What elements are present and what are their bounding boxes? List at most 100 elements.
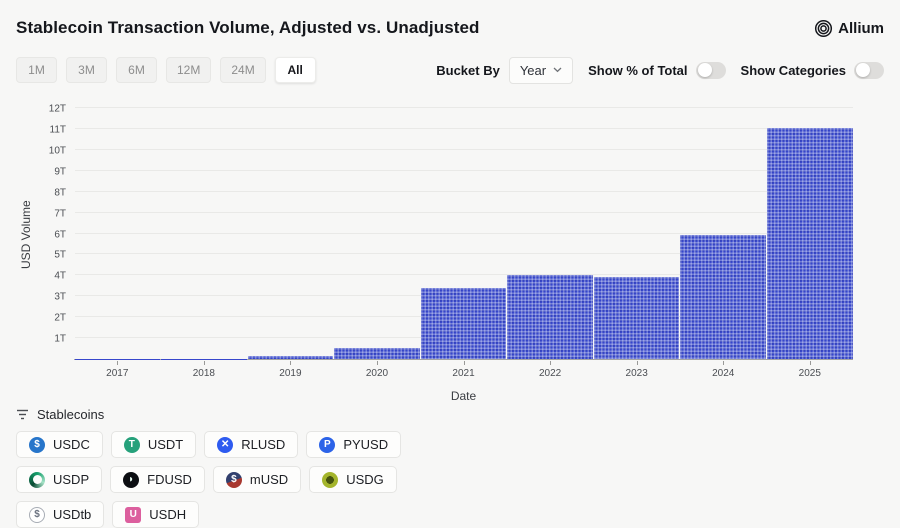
y-tick-label-4T: 4T xyxy=(0,271,66,282)
y-tick-label-11T: 11T xyxy=(0,124,66,135)
stablecoin-chip-usdh[interactable]: U USDH xyxy=(112,501,199,528)
bar-slot-2019 xyxy=(247,109,334,359)
x-tick-label-2024: 2024 xyxy=(680,361,767,379)
fdusd-icon: ◗ xyxy=(123,472,139,488)
stablecoin-chip-usdg[interactable]: USDG xyxy=(309,466,397,493)
bucket-by-value: Year xyxy=(520,63,546,78)
bar-slot-2020 xyxy=(334,109,421,359)
bar-2023[interactable] xyxy=(594,277,680,359)
chip-label: PYUSD xyxy=(343,437,388,452)
stablecoin-chip-rlusd[interactable]: ✕ RLUSD xyxy=(204,431,298,458)
x-tick-label-2020: 2020 xyxy=(334,361,421,379)
range-button-all[interactable]: All xyxy=(275,57,316,83)
y-tick-label-2T: 2T xyxy=(0,313,66,324)
stablecoin-chip-musd[interactable]: $ mUSD xyxy=(213,466,301,493)
show-categories-toggle[interactable] xyxy=(854,62,884,79)
chip-label: USDtb xyxy=(53,507,91,522)
chip-label: FDUSD xyxy=(147,472,192,487)
plot-area xyxy=(74,109,853,360)
y-tick-label-8T: 8T xyxy=(0,187,66,198)
bar-2021[interactable] xyxy=(421,288,507,359)
stablecoin-legend: Stablecoins $ USDC T USDT ✕ RLUSD P PYUSD USDP ◗ F… xyxy=(16,407,488,528)
range-button-1m[interactable]: 1M xyxy=(16,57,57,83)
chip-label: USDH xyxy=(149,507,186,522)
y-tick-label-10T: 10T xyxy=(0,145,66,156)
show-percent-toggle[interactable] xyxy=(696,62,726,79)
toggle-knob xyxy=(856,63,870,77)
y-tick-label-5T: 5T xyxy=(0,250,66,261)
x-tick-label-2022: 2022 xyxy=(507,361,594,379)
x-tick-label-2023: 2023 xyxy=(593,361,680,379)
bucket-by-label: Bucket By xyxy=(436,63,500,78)
x-tick-label-2019: 2019 xyxy=(247,361,334,379)
chip-label: USDC xyxy=(53,437,90,452)
legend-header: Stablecoins xyxy=(16,407,488,422)
range-button-6m[interactable]: 6M xyxy=(116,57,157,83)
chevron-down-icon xyxy=(553,67,562,73)
stablecoin-chips: $ USDC T USDT ✕ RLUSD P PYUSD USDP ◗ FDUSD $ mUSD USD… xyxy=(16,431,488,528)
bar-slot-2022 xyxy=(507,109,594,359)
bar-2024[interactable] xyxy=(680,235,766,360)
bar-slot-2021 xyxy=(420,109,507,359)
stablecoin-chip-pyusd[interactable]: P PYUSD xyxy=(306,431,401,458)
chip-label: mUSD xyxy=(250,472,288,487)
x-tick-label-2025: 2025 xyxy=(767,361,854,379)
bars xyxy=(74,109,853,359)
allium-logo-icon xyxy=(814,19,833,38)
usdh-icon: U xyxy=(125,507,141,523)
toolbar: 1M 3M 6M 12M 24M All Bucket By Year Show % of… xyxy=(16,56,884,84)
stablecoin-chip-usdtb[interactable]: $ USDtb xyxy=(16,501,104,528)
legend-title: Stablecoins xyxy=(37,407,104,422)
page-title: Stablecoin Transaction Volume, Adjusted … xyxy=(16,18,480,38)
toggle-knob xyxy=(698,63,712,77)
bar-slot-2017 xyxy=(74,109,161,359)
range-button-3m[interactable]: 3M xyxy=(66,57,107,83)
stablecoin-chip-usdt[interactable]: T USDT xyxy=(111,431,196,458)
y-tick-label-1T: 1T xyxy=(0,334,66,345)
chip-label: RLUSD xyxy=(241,437,285,452)
chip-label: USDP xyxy=(53,472,89,487)
y-tick-label-9T: 9T xyxy=(0,166,66,177)
usdp-icon xyxy=(29,472,45,488)
show-categories-toggle-group: Show Categories xyxy=(741,62,884,79)
bucket-by-select[interactable]: Year xyxy=(509,57,573,84)
bar-2025[interactable] xyxy=(767,128,853,359)
bar-slot-2018 xyxy=(161,109,248,359)
x-tick-label-2017: 2017 xyxy=(74,361,161,379)
show-percent-toggle-group: Show % of Total xyxy=(588,62,725,79)
bar-2022[interactable] xyxy=(507,275,593,359)
bar-2020[interactable] xyxy=(334,348,420,360)
usdg-icon xyxy=(322,472,338,488)
usdt-icon: T xyxy=(124,437,140,453)
musd-icon: $ xyxy=(226,472,242,488)
usdtb-icon: $ xyxy=(29,507,45,523)
bar-slot-2023 xyxy=(593,109,680,359)
bar-2019[interactable] xyxy=(248,356,334,359)
stablecoin-chip-usdp[interactable]: USDP xyxy=(16,466,102,493)
range-button-12m[interactable]: 12M xyxy=(166,57,211,83)
ring-hole xyxy=(33,475,42,484)
filter-icon xyxy=(16,409,29,420)
time-range-group: 1M 3M 6M 12M 24M All xyxy=(16,57,316,83)
pyusd-icon: P xyxy=(319,437,335,453)
range-button-24m[interactable]: 24M xyxy=(220,57,265,83)
stablecoin-chip-usdc[interactable]: $ USDC xyxy=(16,431,103,458)
brand: Allium xyxy=(814,19,884,38)
chip-label: USDG xyxy=(346,472,384,487)
x-axis-title: Date xyxy=(74,389,853,403)
usdc-icon: $ xyxy=(29,437,45,453)
brand-name: Allium xyxy=(838,20,884,37)
header: Stablecoin Transaction Volume, Adjusted … xyxy=(16,18,884,38)
rlusd-icon: ✕ xyxy=(217,437,233,453)
stablecoin-chip-fdusd[interactable]: ◗ FDUSD xyxy=(110,466,205,493)
bucket-by-group: Bucket By Year xyxy=(436,57,573,84)
y-tick-label-12T: 12T xyxy=(0,104,66,115)
y-tick-label-3T: 3T xyxy=(0,292,66,303)
y-tick-label-6T: 6T xyxy=(0,229,66,240)
bar-slot-2024 xyxy=(680,109,767,359)
bar-slot-2025 xyxy=(767,109,854,359)
chip-label: USDT xyxy=(148,437,183,452)
gridline-12T xyxy=(75,107,853,108)
